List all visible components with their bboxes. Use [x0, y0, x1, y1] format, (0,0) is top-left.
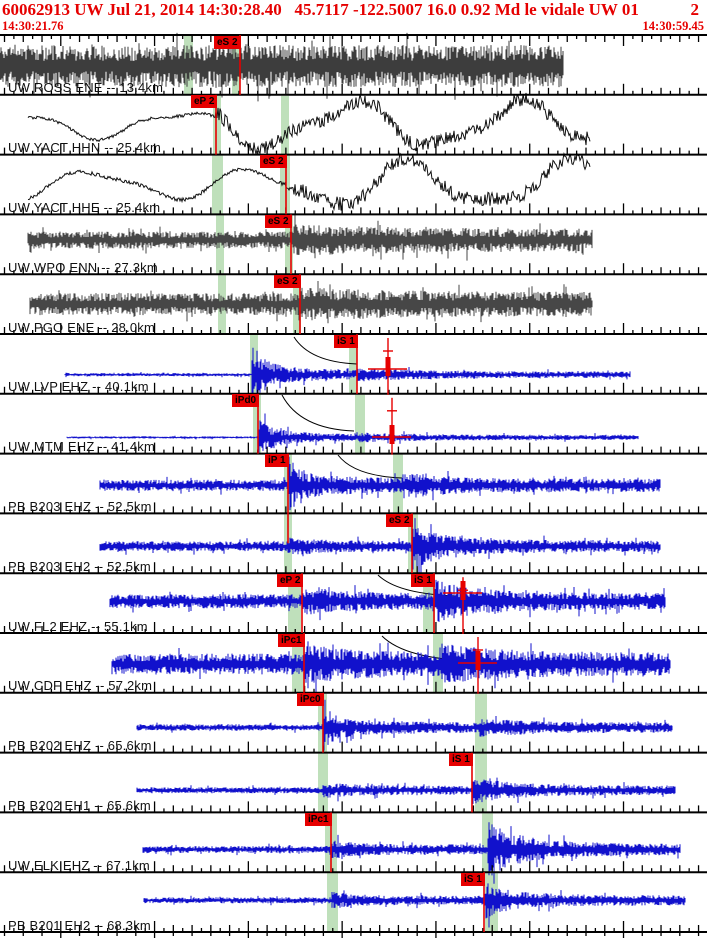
phase-pick-flag[interactable]: iS 1 [411, 573, 435, 587]
station-label: PB B202 EH1 -- 65.6km [8, 797, 151, 813]
phase-pick-flag[interactable]: iPc0 [297, 693, 324, 707]
station-label: UW FL2 EHZ -- 55.1km [8, 618, 148, 634]
waveform-trace[interactable] [27, 213, 593, 261]
waveform-trace[interactable] [143, 883, 686, 928]
coda-decay-curve [293, 336, 358, 365]
waveform-trace[interactable] [27, 92, 591, 156]
arrival-window-band [213, 95, 221, 155]
waveform-trace[interactable] [111, 641, 671, 693]
phase-pick-flag[interactable]: eP 2 [277, 573, 304, 587]
station-label: PB B201 EH2 -- 68.3km [8, 917, 151, 933]
phase-pick-flag[interactable]: iPd0 [232, 394, 260, 408]
station-label: PB B203 EHZ -- 52.5km [8, 498, 152, 514]
waveform-trace[interactable] [99, 518, 661, 580]
waveform-trace[interactable] [27, 151, 591, 212]
phase-pick-flag[interactable]: iS 1 [334, 334, 358, 348]
waveform-trace[interactable] [109, 578, 666, 622]
arrival-window-band [318, 753, 328, 812]
phase-pick-flag[interactable]: eP 2 [191, 95, 218, 109]
arrival-window-band [212, 155, 223, 214]
phase-pick-flag[interactable]: iPc1 [305, 812, 332, 826]
window-start-time: 14:30:21.76 [2, 19, 64, 33]
phase-pick-flag[interactable]: iS 1 [449, 753, 473, 767]
amplitude-pick-marker[interactable] [443, 577, 482, 634]
waveform-trace[interactable] [136, 699, 673, 751]
station-label: PB B202 EHZ -- 65.6km [8, 738, 152, 754]
arrival-window-band [216, 215, 224, 274]
event-header: 60062913 UW Jul 21, 2014 14:30:28.40 45.… [0, 0, 707, 34]
waveform-trace[interactable] [142, 822, 681, 884]
window-end-time: 14:30:59.45 [642, 19, 704, 33]
station-label: UW YACT HHE -- 25.4km [8, 199, 161, 215]
waveform-trace[interactable] [64, 347, 631, 402]
amplitude-pick-marker[interactable] [372, 397, 411, 455]
phase-pick-flag[interactable]: eS 2 [214, 35, 241, 49]
arrival-window-band [253, 394, 261, 454]
station-label: UW WPO ENN -- 27.3km [8, 259, 158, 275]
station-label: UW YACT HHN -- 25.4km [8, 140, 161, 156]
time-ticks [3, 35, 700, 938]
station-label: UW CDF EHZ -- 57.2km [8, 678, 153, 694]
station-label: UW ELK EHZ -- 67.1km [8, 857, 150, 873]
station-label: UW MTM EHZ -- 41.4km [8, 439, 155, 455]
phase-pick-flag[interactable]: iS 1 [461, 872, 485, 886]
arrival-window-band [355, 394, 365, 454]
phase-pick-flag[interactable]: eS 2 [260, 155, 287, 169]
amplitude-pick-marker[interactable] [368, 338, 407, 395]
station-label: PB B203 EH2 -- 52.5km [8, 558, 151, 574]
phase-pick-flag[interactable]: eS 2 [265, 214, 292, 228]
station-label: UW LVP EHZ -- 40.1km [8, 379, 149, 395]
arrival-window-band [475, 693, 487, 753]
station-label: UW ROSS ENE -- 13.4km [8, 80, 164, 96]
phase-pick-flag[interactable]: eS 2 [386, 513, 413, 527]
waveform-trace[interactable] [29, 281, 593, 324]
station-label: UW PGO ENE -- 28.0km [8, 319, 156, 335]
waveform-trace[interactable] [0, 32, 564, 102]
amplitude-pick-marker[interactable] [458, 637, 497, 694]
coda-decay-curve [337, 454, 403, 479]
event-summary-line: 60062913 UW Jul 21, 2014 14:30:28.40 45.… [2, 0, 639, 19]
waveform-trace[interactable] [136, 777, 676, 804]
page-number: 2 [690, 0, 700, 19]
arrival-window-band [281, 95, 289, 155]
coda-decay-curve [281, 394, 355, 432]
phase-pick-flag[interactable]: iPc1 [278, 633, 305, 647]
waveform-trace[interactable] [99, 456, 661, 517]
phase-pick-flag[interactable]: eS 2 [274, 274, 301, 288]
phase-pick-flag[interactable]: iP 1 [265, 454, 289, 468]
